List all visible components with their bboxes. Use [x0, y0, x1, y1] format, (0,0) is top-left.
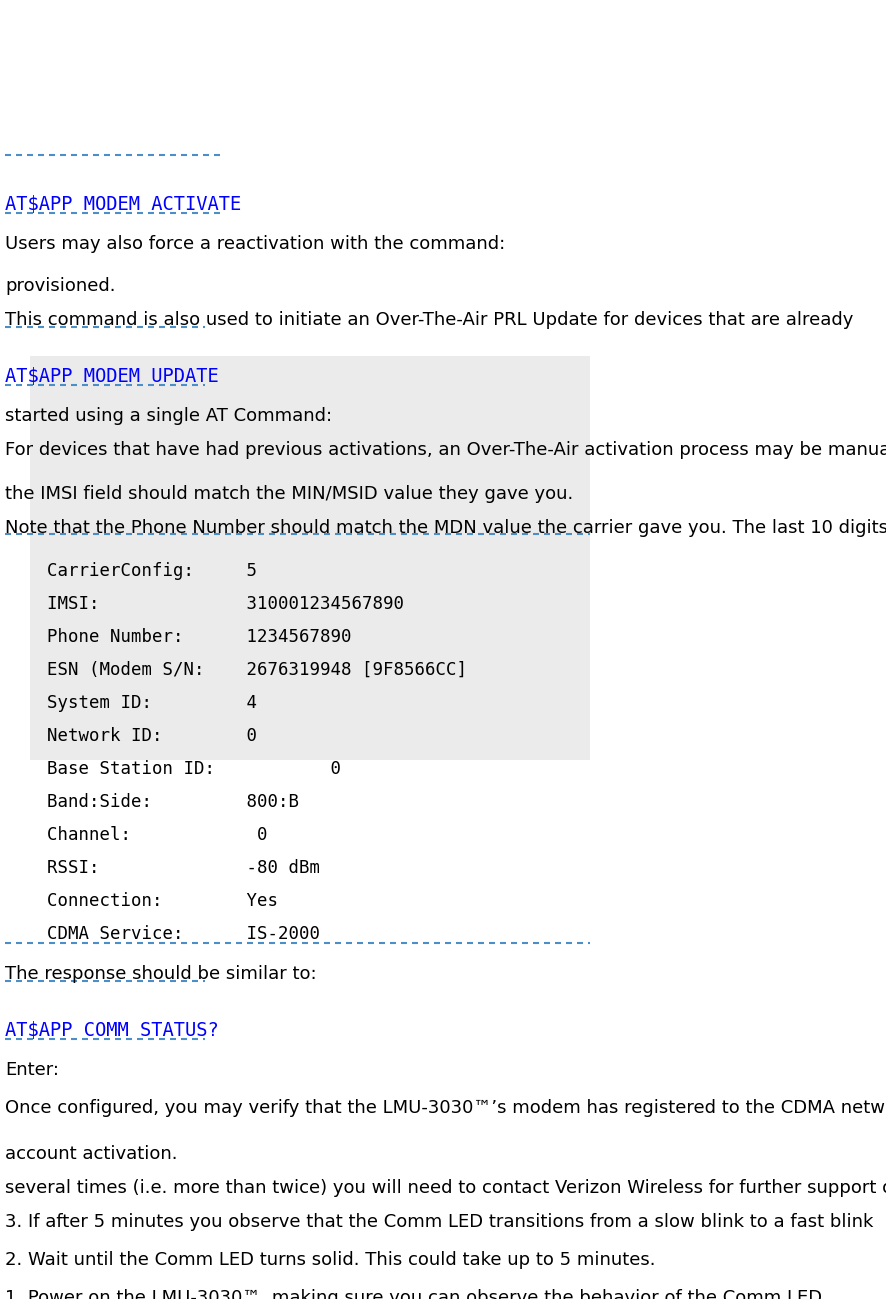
- Text: AT$APP MODEM UPDATE: AT$APP MODEM UPDATE: [5, 368, 219, 386]
- Text: IMSI:              310001234567890: IMSI: 310001234567890: [5, 595, 403, 613]
- Text: RSSI:              -80 dBm: RSSI: -80 dBm: [5, 859, 320, 877]
- Text: 1. Power on the LMU-3030™, making sure you can observe the behavior of the Comm : 1. Power on the LMU-3030™, making sure y…: [5, 1289, 827, 1299]
- Text: Users may also force a reactivation with the command:: Users may also force a reactivation with…: [5, 235, 505, 253]
- Text: 2. Wait until the Comm LED turns solid. This could take up to 5 minutes.: 2. Wait until the Comm LED turns solid. …: [5, 1251, 655, 1269]
- Text: AT$APP COMM STATUS?: AT$APP COMM STATUS?: [5, 1021, 219, 1040]
- Text: CarrierConfig:     5: CarrierConfig: 5: [5, 562, 257, 579]
- Text: CDMA Service:      IS-2000: CDMA Service: IS-2000: [5, 925, 320, 943]
- Text: This command is also used to initiate an Over-The-Air PRL Update for devices tha: This command is also used to initiate an…: [5, 310, 852, 329]
- Text: started using a single AT Command:: started using a single AT Command:: [5, 407, 331, 425]
- Text: Phone Number:      1234567890: Phone Number: 1234567890: [5, 627, 351, 646]
- Text: Enter:: Enter:: [5, 1061, 59, 1079]
- Text: provisioned.: provisioned.: [5, 277, 115, 295]
- Text: Note that the Phone Number should match the MDN value the carrier gave you. The : Note that the Phone Number should match …: [5, 520, 886, 536]
- Text: The response should be similar to:: The response should be similar to:: [5, 965, 316, 983]
- Text: Network ID:        0: Network ID: 0: [5, 727, 257, 746]
- Text: 3. If after 5 minutes you observe that the Comm LED transitions from a slow blin: 3. If after 5 minutes you observe that t…: [5, 1213, 873, 1231]
- Text: For devices that have had previous activations, an Over-The-Air activation proce: For devices that have had previous activ…: [5, 440, 886, 459]
- Text: Channel:            0: Channel: 0: [5, 826, 268, 844]
- Text: Once configured, you may verify that the LMU-3030™’s modem has registered to the: Once configured, you may verify that the…: [5, 1099, 886, 1117]
- Text: several times (i.e. more than twice) you will need to contact Verizon Wireless f: several times (i.e. more than twice) you…: [5, 1179, 886, 1196]
- Text: ESN (Modem S/N:    2676319948 [9F8566CC]: ESN (Modem S/N: 2676319948 [9F8566CC]: [5, 661, 466, 679]
- Text: Base Station ID:           0: Base Station ID: 0: [5, 760, 340, 778]
- Text: the IMSI field should match the MIN/MSID value they gave you.: the IMSI field should match the MIN/MSID…: [5, 485, 572, 503]
- Text: System ID:         4: System ID: 4: [5, 694, 257, 712]
- Text: Band:Side:         800:B: Band:Side: 800:B: [5, 792, 299, 811]
- Bar: [30, 356, 589, 760]
- Text: AT$APP MODEM ACTIVATE: AT$APP MODEM ACTIVATE: [5, 195, 241, 214]
- Text: Connection:        Yes: Connection: Yes: [5, 892, 277, 911]
- Text: account activation.: account activation.: [5, 1144, 177, 1163]
